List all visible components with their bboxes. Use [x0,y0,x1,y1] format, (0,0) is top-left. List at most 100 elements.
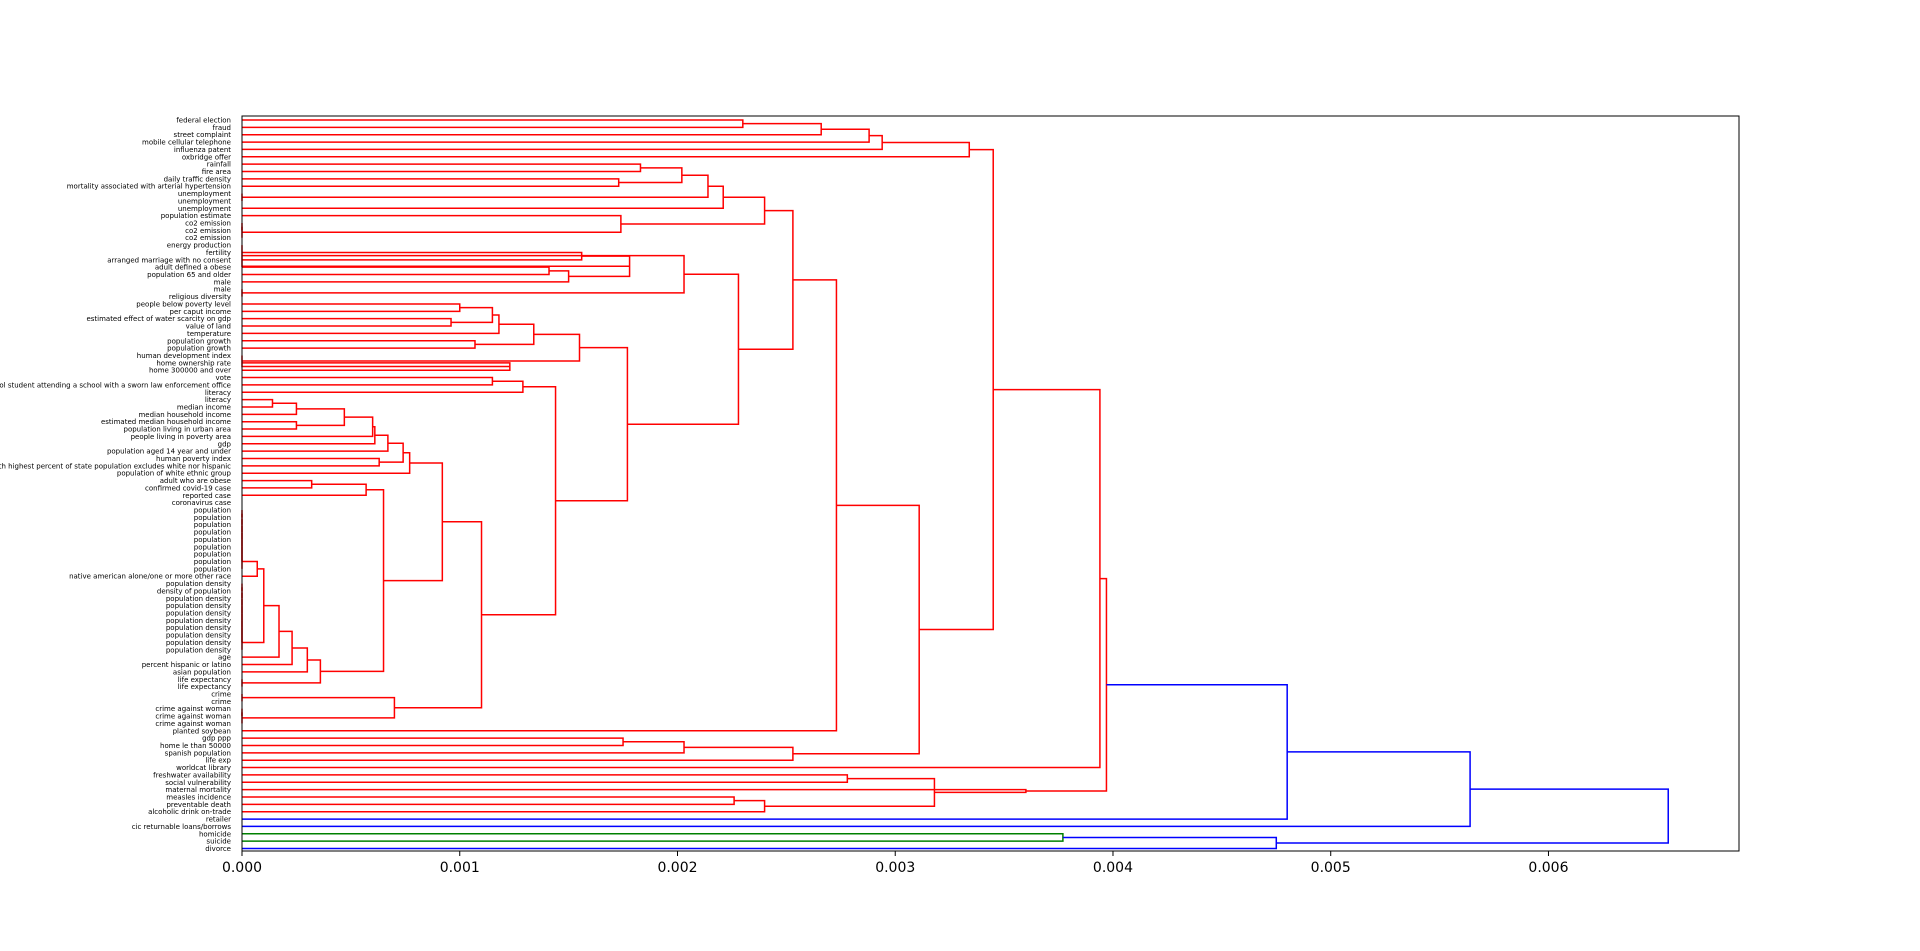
dendrogram-link [383,462,444,582]
leaf-label: population density [166,580,231,588]
leaf-label: measles incidence [166,793,231,801]
dendrogram-link [242,833,1064,842]
leaf-label: population of white ethnic group [117,470,232,478]
leaf-label: population growth [167,337,231,345]
dendrogram-link [242,340,476,349]
leaf-label: home ownership rate [156,359,231,367]
leaf-label: cic returnable loans/borrows [132,823,232,831]
x-tick-label: 0.004 [1093,860,1133,876]
leaf-label: population [194,543,231,551]
leaf-label: unemployment [178,190,231,198]
leaf-label: population estimate [161,212,231,220]
dendrogram-link [242,314,500,335]
x-tick-label: 0.006 [1528,860,1568,876]
leaf-label: school student attending a school with a… [0,381,231,389]
leaf-label: maternal mortality [165,786,231,794]
leaf-label: influenza patent [174,146,231,154]
leaf-label: population [194,551,231,559]
dendrogram-link [242,119,744,129]
dendrogram-link [242,483,367,497]
dendrogram-link [919,148,994,631]
dendrogram-link [555,346,629,502]
dendrogram-link [1025,577,1108,792]
axes-frame [241,115,1740,852]
leaf-label: crime [211,690,231,698]
leaf-label: asian population [173,668,231,676]
leaf-label: unemployment [178,197,231,205]
leaf-label: population density [166,617,231,625]
leaf-label: mortality associated with arterial hyper… [67,183,231,191]
dendrogram-link [242,402,298,416]
leaf-label: median income [177,403,231,411]
dendrogram-link [242,388,1101,769]
leaf-label: confirmed covid-19 case [145,484,231,492]
dendrogram-link [242,163,642,173]
dendrogram-link [242,178,620,187]
leaf-label: gdp ppp [202,735,231,743]
leaf-label: population density [166,610,231,618]
leaf-label: co2 emission [185,234,231,242]
dendrogram-link [451,306,494,324]
leaf-label: rainfall [207,161,231,169]
dendrogram-link [242,696,396,719]
leaf-label: federal election [176,117,231,125]
leaf-label: street complaint [174,131,232,139]
leaf-label: energy production [167,242,231,250]
leaf-label: life exp [205,757,231,765]
dendrogram-link [242,434,389,452]
leaf-label: co2 emission [185,227,231,235]
dendrogram-link [242,214,622,233]
dendrogram-link [242,333,581,362]
dendrogram-link [242,746,794,761]
leaf-label: religious diversity [169,293,231,301]
leaf-label: male [214,278,231,286]
leaf-label: population density [166,624,231,632]
dendrogram-link [242,836,1278,850]
dendrogram-link [792,504,920,755]
x-tick-label: 0.002 [657,860,697,876]
leaf-label: adult who are obese [160,477,231,485]
leaf-label: gdp [218,440,232,448]
leaf-label: home le than 50000 [160,742,231,750]
dendrogram-link [242,376,494,386]
leaf-label: rank with highest percent of state popul… [0,462,231,470]
leaf-label: people living in poverty area [131,433,231,441]
leaf-label: planted soybean [173,727,231,735]
leaf-label: homicide [199,830,231,838]
dendrogram-link [738,209,794,351]
leaf-label: population [194,536,231,544]
leaf-label: fire area [202,168,231,176]
leaf-label: freshwater availability [153,771,231,779]
x-axis: 0.000 0.001 0.002 0.003 0.004 0.005 0.006 [222,851,1569,876]
dendrogram-link [620,196,766,225]
dendrogram-link [242,122,822,136]
leaf-label: worldcat library [176,764,231,772]
leaf-label: age [218,654,231,662]
x-tick-label: 0.003 [875,860,915,876]
dendrogram-link [242,270,570,283]
dendrogram-link [242,185,724,210]
leaf-label: life expectancy [178,676,231,684]
dendrogram-link [481,385,557,616]
leaf-label: fraud [212,124,231,132]
leaf-label: population [194,558,231,566]
dendrogram-link [242,630,293,666]
dendrogram-link [242,362,511,371]
dendrogram-link [242,451,411,474]
dendrogram-link [242,684,1288,820]
dendrogram-link [242,796,735,806]
leaf-label: life expectancy [178,683,231,691]
dendrogram-link [242,659,322,684]
leaf-label: mobile cellular telephone [142,139,231,147]
dendrogram-link [242,380,524,394]
leaf-label: percent hispanic or latino [142,661,231,669]
dendrogram-links [241,119,1669,850]
leaf-label: temperature [187,330,231,338]
dendrogram-link [1276,788,1669,844]
leaf-label: population [194,529,231,537]
leaf-label: estimated effect of water scarcity on gd… [86,315,231,323]
leaf-label: home 300000 and over [149,367,231,375]
dendrogram-link [320,489,385,673]
leaf-label: per caput income [170,308,231,316]
